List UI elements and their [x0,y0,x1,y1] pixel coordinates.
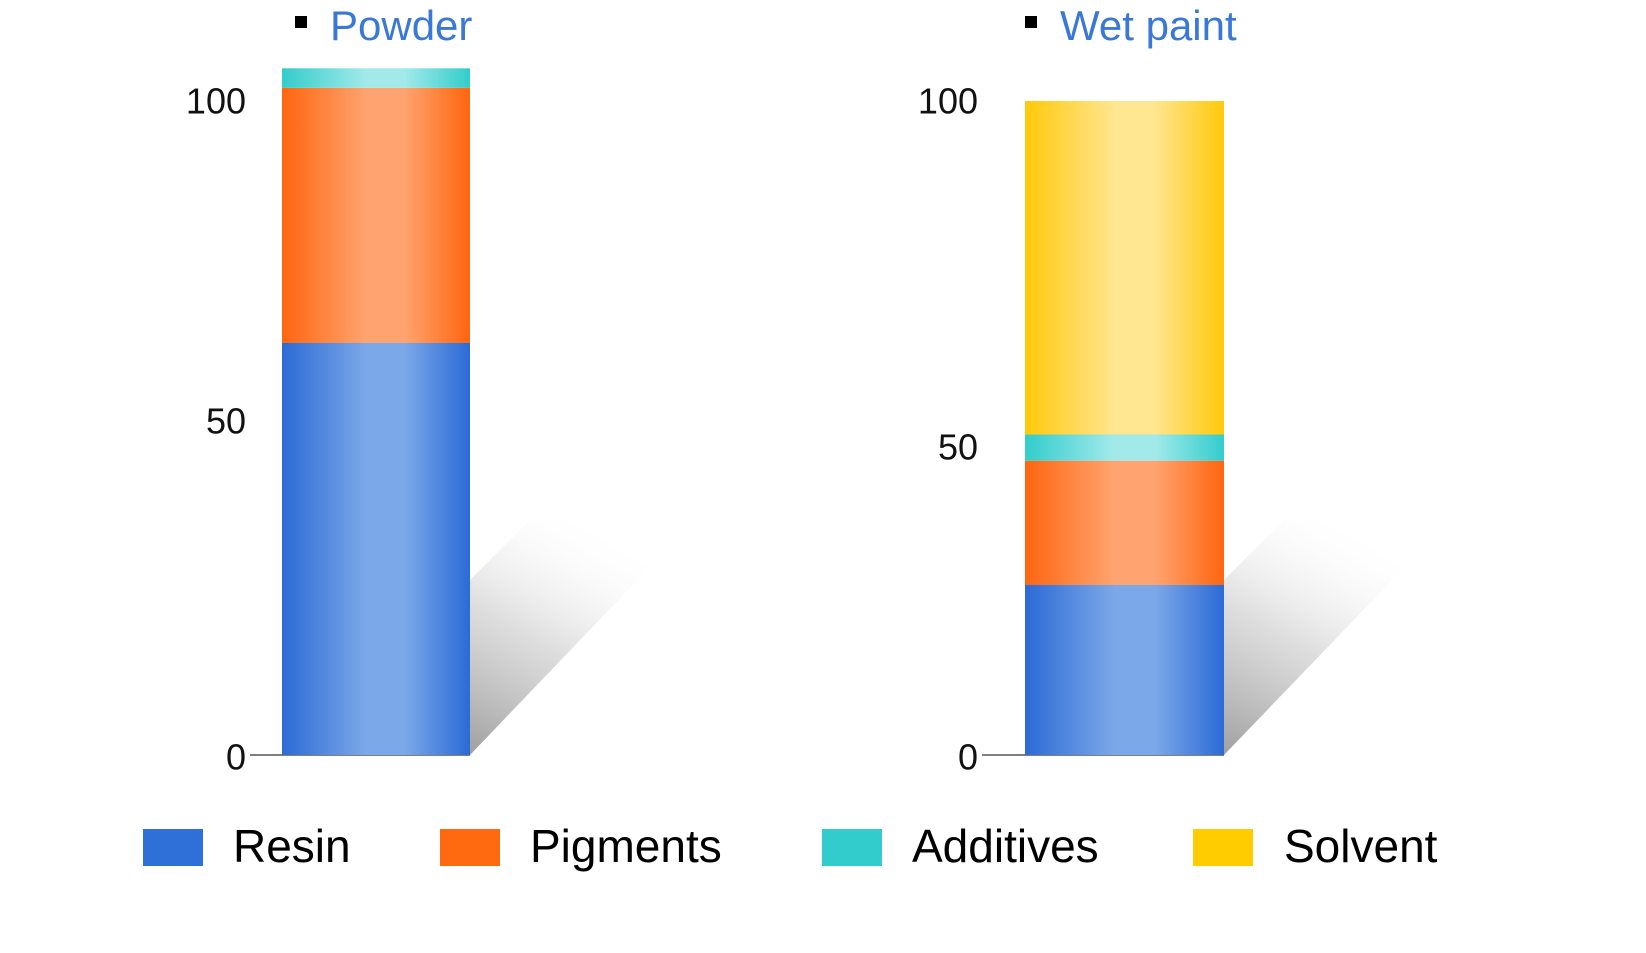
bar-segment-powder-pigments [282,87,470,344]
panel-wet-paint-title-bullet [1025,16,1037,28]
legend-label-resin: Resin [233,820,351,872]
legend-label-additives: Additives [912,820,1099,872]
bar-segment-wet-paint-pigments [1025,460,1224,585]
bar-segment-wet-paint-resin [1025,585,1224,755]
legend: Resin Pigments Additives Solvent [143,820,1438,872]
bar-segment-wet-paint-additives [1025,434,1224,461]
legend-item-pigments: Pigments [440,820,722,872]
panel-wet-paint-title: Wet paint [1060,2,1237,49]
panel-powder-bars [282,68,470,755]
legend-swatch-additives [822,829,882,866]
panel-wet-paint-ytick-50: 50 [938,427,978,468]
bar-segment-powder-resin [282,343,470,755]
legend-label-pigments: Pigments [530,820,722,872]
panel-powder-ytick-0: 0 [226,737,246,778]
bar-segment-powder-additives [282,68,470,88]
panel-powder-title-bullet [295,16,307,28]
panel-powder-bar-shadow [470,520,695,755]
panel-wet-paint: Wet paint 0 50 100 [918,2,1450,778]
legend-item-additives: Additives [822,820,1099,872]
panel-wet-paint-bar-shadow [1224,520,1450,755]
legend-swatch-pigments [440,829,500,866]
panel-powder-title: Powder [330,2,472,49]
panel-powder: Powder 0 50 100 [186,2,695,778]
legend-label-solvent: Solvent [1284,820,1438,872]
panel-wet-paint-bars [1025,101,1224,755]
bar-segment-wet-paint-solvent [1025,101,1224,435]
legend-swatch-resin [143,829,203,866]
legend-item-resin: Resin [143,820,351,872]
panel-wet-paint-ytick-100: 100 [918,81,978,122]
legend-item-solvent: Solvent [1193,820,1438,872]
panel-powder-ytick-50: 50 [206,401,246,442]
legend-swatch-solvent [1193,829,1253,866]
panel-powder-ytick-100: 100 [186,81,246,122]
panel-wet-paint-ytick-0: 0 [958,737,978,778]
